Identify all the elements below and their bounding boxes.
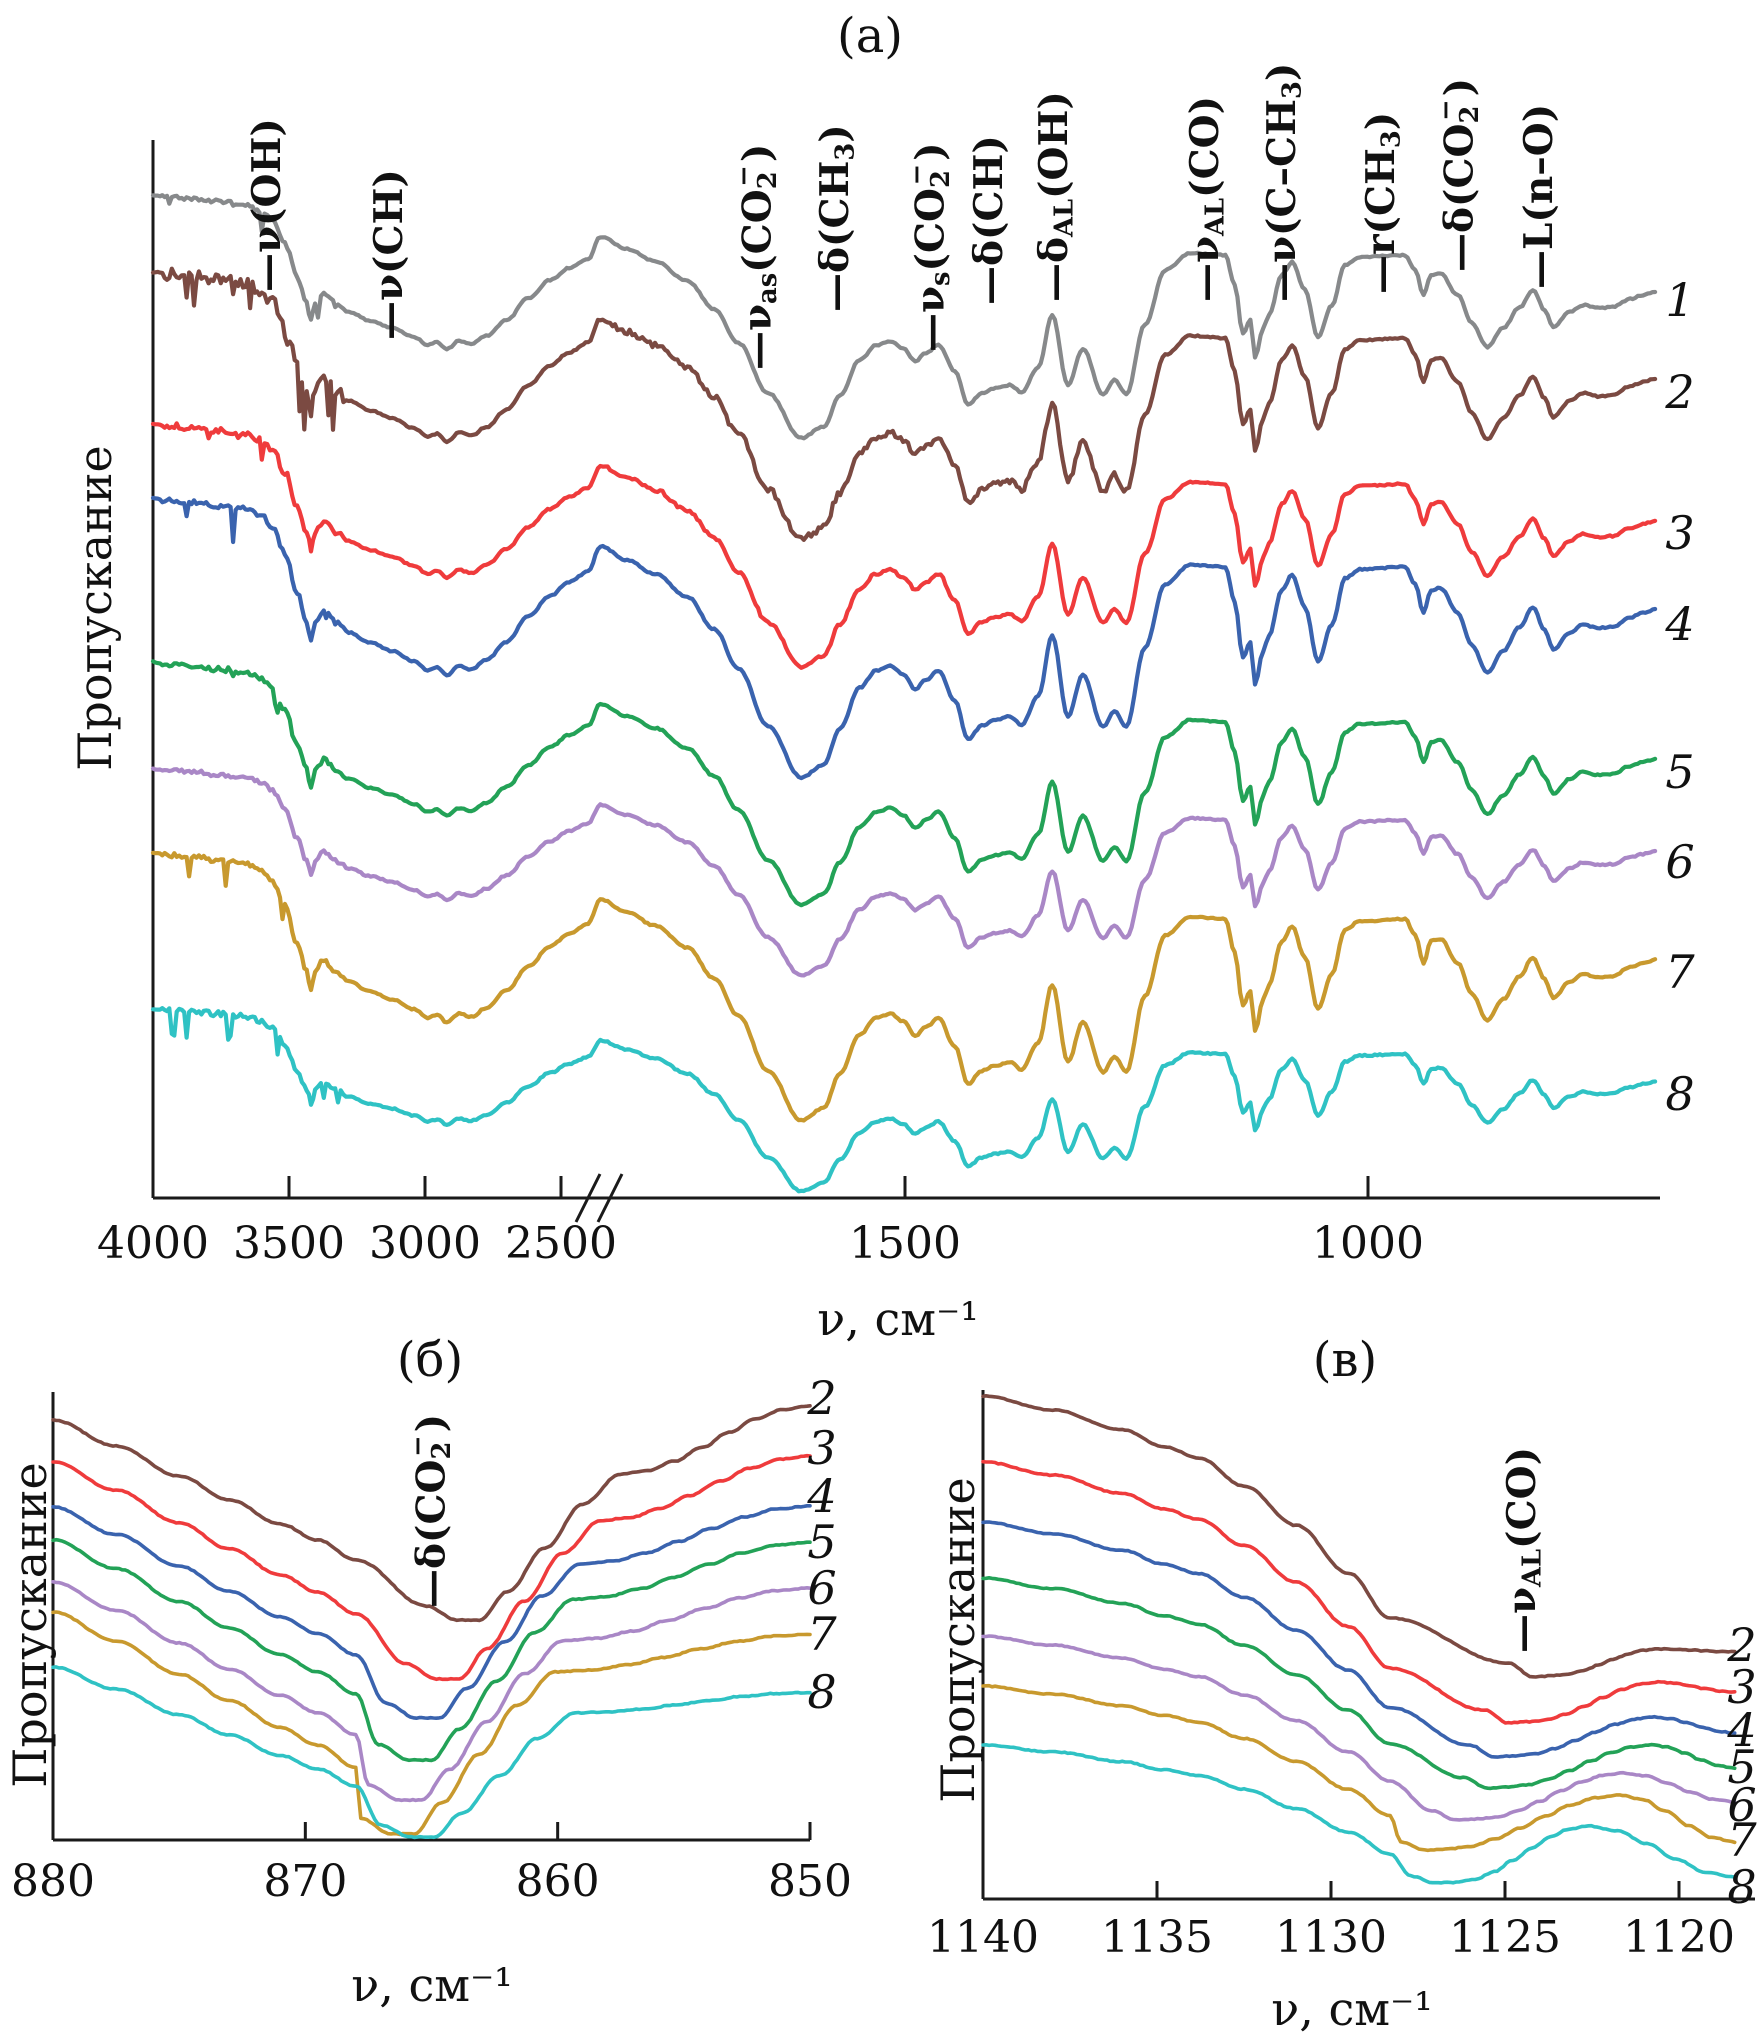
- curve-label-4: 4: [807, 1469, 837, 1523]
- panel-a-x-axis-label: ν, см⁻¹: [817, 1292, 979, 1346]
- peak-annotation: —ν(C–CH3): [1259, 62, 1308, 302]
- panel-c-y-axis-label: Пропускание: [931, 1477, 985, 1803]
- tick-label: 850: [767, 1856, 852, 1907]
- curve-label-2: 2: [1665, 365, 1695, 419]
- peak-annotation: —δ(CH3): [812, 124, 861, 312]
- curve-label-5: 5: [1727, 1740, 1757, 1794]
- spectrum-curve-c-8: [981, 1743, 1737, 1885]
- curve-label-8: 8: [1727, 1860, 1757, 1914]
- spectrum-curve-3: [150, 421, 1658, 670]
- curve-label-2: 2: [807, 1371, 837, 1425]
- spectrum-curve-c-7: [981, 1683, 1737, 1853]
- tick-label: 4000: [97, 1218, 209, 1269]
- peak-annotation: —δ(CH): [966, 135, 1012, 305]
- panel-a-y-axis-label: Пропускание: [68, 445, 122, 771]
- panel-b-title: (б): [396, 1332, 464, 1388]
- curve-label-4: 4: [1727, 1703, 1757, 1757]
- peak-annotation: —L(n–O): [1516, 103, 1562, 289]
- panel-b-y-axis-label: Пропускание: [3, 1462, 57, 1788]
- peak-annotation: —νas(CO2−): [729, 143, 784, 370]
- spectrum-curve-c-6: [981, 1634, 1737, 1822]
- spectrum-curve-4: [150, 495, 1658, 781]
- peak-annotation: —δAL(OH): [1031, 91, 1080, 302]
- spectrum-curve-b-8: [51, 1665, 812, 1840]
- axis-break-slash: [596, 1173, 624, 1223]
- tick-label: 3000: [369, 1218, 481, 1269]
- curve-label-5: 5: [1665, 745, 1695, 799]
- panel-a-title: (a): [836, 8, 904, 64]
- curve-label-3: 3: [807, 1421, 837, 1475]
- panel-b-x-axis-label: ν, см⁻¹: [351, 1958, 513, 2012]
- curve-label-7: 7: [1665, 945, 1695, 999]
- spectrum-curve-b-5: [51, 1537, 812, 1763]
- peak-annotation: —νAL(CO): [1499, 1446, 1548, 1653]
- peak-annotation: —ν(OH): [244, 118, 290, 292]
- curve-label-3: 3: [1727, 1660, 1757, 1714]
- panel-c-title: (в): [1312, 1332, 1378, 1388]
- tick-label: 1125: [1449, 1912, 1561, 1963]
- peak-annotation: —δ(CO2−): [403, 1413, 458, 1608]
- tick-label: 1135: [1101, 1912, 1213, 1963]
- spectrum-curve-c-2: [981, 1394, 1737, 1679]
- spectrum-curve-c-4: [981, 1520, 1737, 1759]
- spectrum-curve-b-6: [51, 1580, 812, 1803]
- curve-label-3: 3: [1665, 506, 1695, 560]
- curve-label-6: 6: [807, 1561, 837, 1615]
- tick-label: 2500: [505, 1218, 617, 1269]
- spectrum-curve-1: [150, 193, 1658, 441]
- curve-label-6: 6: [1727, 1778, 1757, 1832]
- spectrum-curve-6: [150, 766, 1658, 978]
- curve-label-8: 8: [1665, 1067, 1695, 1121]
- spectrum-curve-b-2: [51, 1404, 812, 1623]
- axis-break-slash: [574, 1173, 602, 1223]
- curve-label-8: 8: [807, 1665, 837, 1719]
- spectrum-curve-5: [150, 659, 1658, 908]
- tick-label: 1000: [1312, 1218, 1424, 1269]
- panel-c-x-axis-label: ν, см⁻¹: [1271, 1982, 1433, 2034]
- curve-label-4: 4: [1665, 597, 1695, 651]
- spectrum-curve-8: [150, 1006, 1658, 1194]
- tick-label: 880: [11, 1856, 95, 1907]
- curve-label-1: 1: [1665, 273, 1695, 327]
- spectrum-curve-b-4: [51, 1504, 812, 1720]
- tick-label: 1130: [1275, 1912, 1387, 1963]
- curve-label-6: 6: [1665, 835, 1695, 889]
- spectrum-curve-c-5: [981, 1576, 1737, 1791]
- tick-label: 860: [515, 1856, 600, 1907]
- peak-annotation: —νAL(CO): [1182, 95, 1231, 302]
- curve-label-2: 2: [1727, 1618, 1757, 1672]
- spectrum-curve-b-7: [51, 1610, 812, 1837]
- peak-annotation: —δ(CO2−): [1431, 77, 1486, 272]
- peak-annotation: —νs(CO2−): [902, 142, 957, 352]
- peak-annotation: —ν(CH): [366, 169, 412, 340]
- curve-label-5: 5: [807, 1515, 837, 1569]
- spectrum-curve-c-3: [981, 1459, 1737, 1725]
- spectrum-curve-b-3: [51, 1453, 812, 1682]
- tick-label: 3500: [233, 1218, 345, 1269]
- curve-label-7: 7: [1727, 1813, 1757, 1867]
- tick-label: 1500: [849, 1218, 961, 1269]
- spectrum-curve-7: [150, 850, 1658, 1123]
- peak-annotation: —r(CH3): [1358, 111, 1407, 294]
- spectrum-curve-2: [150, 266, 1658, 542]
- tick-label: 1120: [1623, 1912, 1735, 1963]
- tick-label: 1140: [927, 1912, 1039, 1963]
- curve-label-7: 7: [807, 1607, 837, 1661]
- tick-label: 870: [263, 1856, 348, 1907]
